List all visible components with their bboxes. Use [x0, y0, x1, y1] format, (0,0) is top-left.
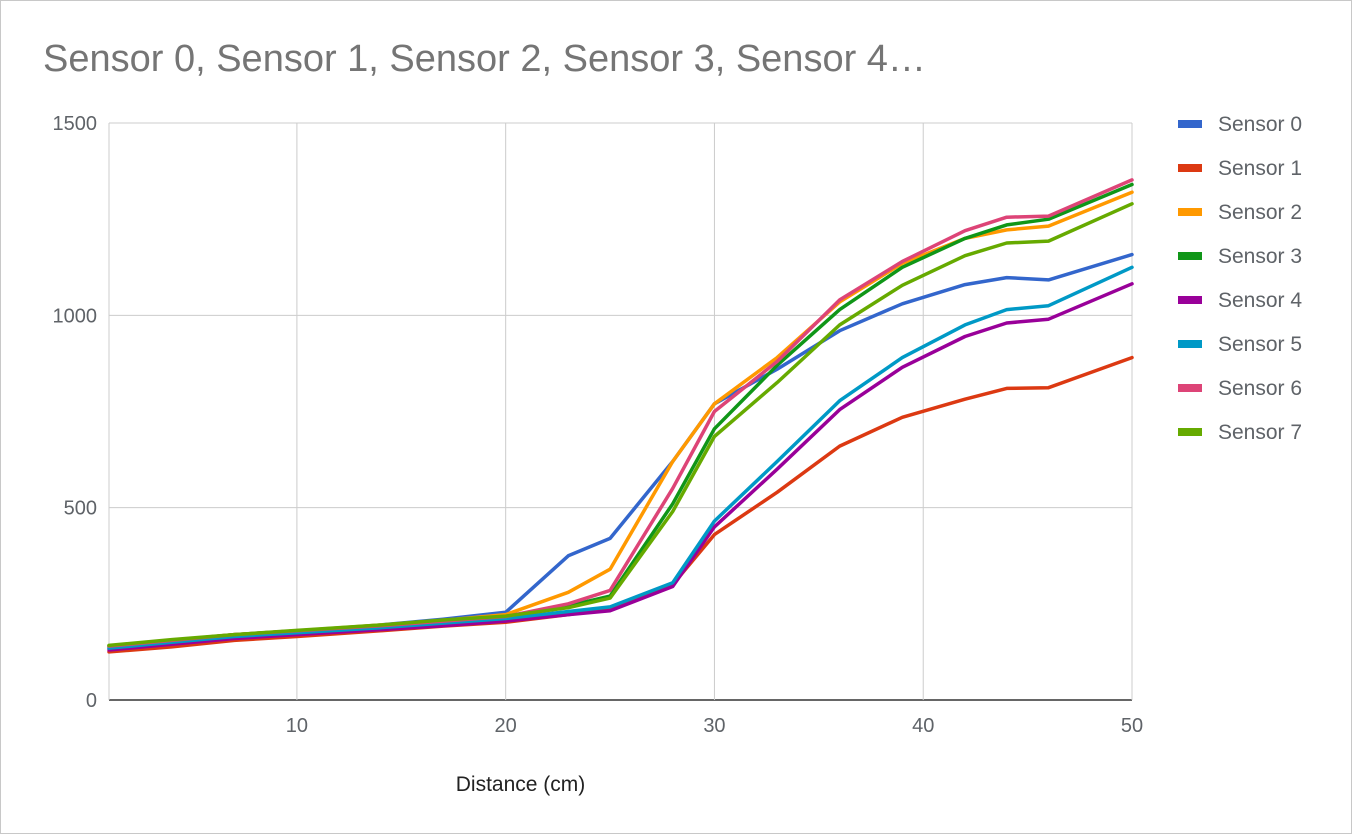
- legend-swatch: [1178, 340, 1202, 348]
- legend-swatch: [1178, 164, 1202, 172]
- x-tick-label: 30: [703, 715, 725, 737]
- x-tick-label: 40: [912, 715, 934, 737]
- grid: [108, 122, 1133, 701]
- legend-swatch: [1178, 120, 1202, 128]
- series-line-sensor-3: [107, 182, 1134, 648]
- legend-swatch: [1178, 208, 1202, 216]
- x-axis-label: Distance (cm): [456, 773, 586, 796]
- y-tick-label: 1000: [53, 305, 98, 327]
- series-line-sensor-4: [107, 282, 1134, 652]
- legend-label: Sensor 4: [1218, 289, 1302, 312]
- x-axis-ticks: 10 20 30 40 50: [286, 715, 1143, 737]
- legend-label: Sensor 3: [1218, 245, 1302, 268]
- y-tick-label: 500: [64, 498, 97, 520]
- y-axis-ticks: 0 500 1000 1500: [53, 113, 98, 712]
- y-tick-label: 0: [86, 690, 97, 712]
- legend-swatch: [1178, 384, 1202, 392]
- legend-swatch: [1178, 428, 1202, 436]
- chart-title: Sensor 0, Sensor 1, Sensor 2, Sensor 3, …: [43, 38, 926, 80]
- series-line-sensor-5: [107, 265, 1134, 650]
- legend-label: Sensor 6: [1218, 377, 1302, 400]
- x-tick-label: 50: [1121, 715, 1143, 737]
- legend-label: Sensor 0: [1218, 113, 1302, 136]
- x-tick-label: 10: [286, 715, 308, 737]
- series-line-sensor-0: [107, 252, 1134, 650]
- legend-swatch: [1178, 252, 1202, 260]
- series-lines: [107, 178, 1134, 654]
- legend-swatch: [1178, 296, 1202, 304]
- legend-label: Sensor 1: [1218, 157, 1302, 180]
- legend-label: Sensor 2: [1218, 201, 1302, 224]
- legend-label: Sensor 7: [1218, 421, 1302, 444]
- y-tick-label: 1500: [53, 113, 98, 135]
- series-line-sensor-7: [107, 202, 1134, 648]
- legend-label: Sensor 5: [1218, 333, 1302, 356]
- x-tick-label: 20: [495, 715, 517, 737]
- legend: Sensor 0 Sensor 1 Sensor 2 Sensor 3 Sensor 4…: [1178, 113, 1302, 444]
